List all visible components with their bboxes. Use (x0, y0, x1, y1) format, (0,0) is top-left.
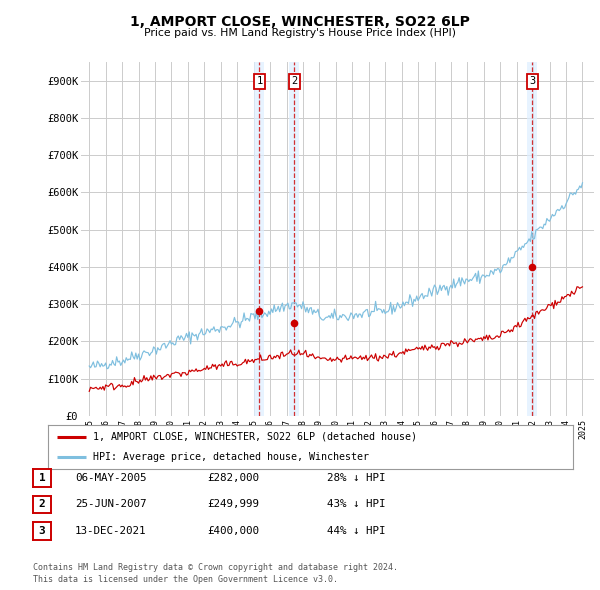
Text: 3: 3 (38, 526, 46, 536)
Text: 13-DEC-2021: 13-DEC-2021 (75, 526, 146, 536)
Text: This data is licensed under the Open Government Licence v3.0.: This data is licensed under the Open Gov… (33, 575, 338, 584)
Text: 1, AMPORT CLOSE, WINCHESTER, SO22 6LP (detached house): 1, AMPORT CLOSE, WINCHESTER, SO22 6LP (d… (92, 432, 416, 442)
Text: 1: 1 (38, 473, 46, 483)
Text: 28% ↓ HPI: 28% ↓ HPI (327, 473, 386, 483)
Text: 1, AMPORT CLOSE, WINCHESTER, SO22 6LP: 1, AMPORT CLOSE, WINCHESTER, SO22 6LP (130, 15, 470, 30)
Bar (254, 62, 265, 416)
Text: 2: 2 (38, 500, 46, 509)
Text: 44% ↓ HPI: 44% ↓ HPI (327, 526, 386, 536)
Text: Contains HM Land Registry data © Crown copyright and database right 2024.: Contains HM Land Registry data © Crown c… (33, 563, 398, 572)
Text: 43% ↓ HPI: 43% ↓ HPI (327, 500, 386, 509)
Text: Price paid vs. HM Land Registry's House Price Index (HPI): Price paid vs. HM Land Registry's House … (144, 28, 456, 38)
Text: £282,000: £282,000 (207, 473, 259, 483)
Text: 3: 3 (529, 77, 535, 86)
Bar (527, 62, 537, 416)
Text: £249,999: £249,999 (207, 500, 259, 509)
Text: 06-MAY-2005: 06-MAY-2005 (75, 473, 146, 483)
Bar (289, 62, 299, 416)
Text: 2: 2 (291, 77, 298, 86)
Text: £400,000: £400,000 (207, 526, 259, 536)
Text: 25-JUN-2007: 25-JUN-2007 (75, 500, 146, 509)
Text: HPI: Average price, detached house, Winchester: HPI: Average price, detached house, Winc… (92, 452, 368, 462)
Text: 1: 1 (256, 77, 263, 86)
